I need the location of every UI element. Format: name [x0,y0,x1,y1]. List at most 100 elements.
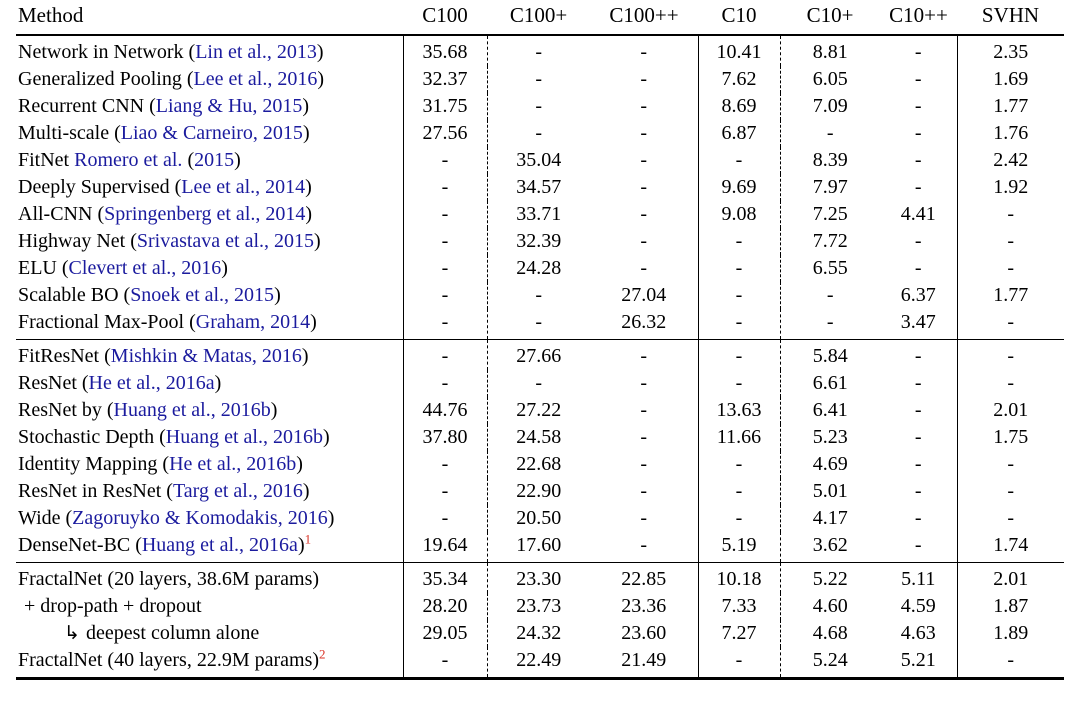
metric-cell: 7.27 [697,620,780,647]
metric-cell: 5.84 [779,339,880,370]
method-text: Recurrent CNN ( [18,95,156,117]
column-header-c10pp: C10++ [880,0,957,36]
table-row: All-CNN (Springenberg et al., 2014) -33.7… [16,201,1064,228]
metric-cell: - [402,174,487,201]
metric-cell: 32.37 [402,66,487,93]
citation-link[interactable]: Huang et al., 2016b [113,399,271,421]
method-text: ) [322,426,330,448]
citation-link[interactable]: Zagoruyko & Komodakis, 2016 [72,507,328,529]
metric-cell: 2.01 [956,397,1064,424]
table-row: + drop-path + dropout 28.20 23.73 23.36 7.33… [16,593,1064,620]
metric-cell: 22.49 [486,647,590,680]
metric-cell: - [914,399,922,421]
metric-cell: 32.39 [486,228,590,255]
method-cell: FitNet Romero et al. (2015) [16,147,403,174]
method-text: ) [302,122,310,144]
footnote-ref[interactable]: 2 [319,646,326,662]
table-row: Stochastic Depth (Huang et al., 2016b) 37… [16,424,1064,451]
metric-cell: - [402,201,487,228]
metric-cell: 21.49 [590,647,698,680]
metric-cell: - [697,505,780,532]
method-text: FractalNet (20 layers, 38.6M params) [18,568,320,590]
metric-cell: - [914,372,922,394]
citation-link[interactable]: Graham, 2014 [195,311,311,333]
metric-cell: 24.28 [486,255,590,282]
citation-link[interactable]: 2015 [194,149,235,171]
results-table: Method C100 C100+ C100++ C10 C10+ C10++ SVHN Ne… [16,0,1064,680]
citation-link[interactable]: He et al., 2016a [88,372,215,394]
footnote-ref[interactable]: 1 [304,531,312,547]
table-row: FractalNet (20 layers, 38.6M params) 35.3… [16,562,1064,593]
metric-cell: 4.60 [779,593,880,620]
citation-link[interactable]: Liang & Hu, 2015 [155,95,303,117]
method-text: Generalized Pooling ( [18,68,194,90]
metric-cell: 4.63 [900,622,936,644]
metric-cell: 7.72 [779,228,880,255]
method-text: Multi-scale ( [18,122,121,144]
citation-link[interactable]: Snoek et al., 2015 [130,284,275,306]
metric-cell: - [640,426,648,448]
metric-cell: 23.30 [486,562,590,593]
citation-link[interactable]: Huang et al., 2016b [165,426,323,448]
metric-cell: 27.04 [621,284,667,306]
metric-cell: 1.69 [956,66,1064,93]
metric-cell: - [697,451,780,478]
metric-cell: 5.23 [779,424,880,451]
method-text: ) [221,257,228,279]
metric-cell: - [402,478,487,505]
metric-cell: 44.76 [402,397,487,424]
method-cell: Network in Network (Lin et al., 2013) [16,35,403,66]
method-cell: Recurrent CNN (Liang & Hu, 2015) [16,93,403,120]
citation-link[interactable]: Huang et al., 2016a [141,534,298,556]
metric-cell: - [486,35,590,66]
citation-link[interactable]: Romero et al. [74,149,183,171]
metric-cell: - [640,122,648,144]
citation-link[interactable]: Lin et al., 2013 [195,41,317,63]
citation-link[interactable]: Lee et al., 2016 [193,68,318,90]
metric-cell: - [640,203,648,225]
method-text: FitResNet ( [18,345,111,367]
citation-link[interactable]: Liao & Carneiro, 2015 [120,122,303,144]
method-text: Stochastic Depth ( [18,426,166,448]
metric-cell: 27.22 [486,397,590,424]
metric-cell: - [956,505,1064,532]
metric-cell: 4.17 [779,505,880,532]
method-cell: Highway Net (Srivastava et al., 2015) [16,228,403,255]
method-cell: Identity Mapping (He et al., 2016b) [16,451,403,478]
metric-cell: 35.04 [486,147,590,174]
metric-cell: 9.08 [697,201,780,228]
citation-link[interactable]: Srivastava et al., 2015 [136,230,315,252]
column-header-c10: C10 [698,0,780,36]
metric-cell: - [640,257,648,279]
citation-link[interactable]: Mishkin & Matas, 2016 [110,345,302,367]
method-text: + drop-path + dropout [24,595,202,617]
metric-cell: - [697,228,780,255]
metric-cell: - [697,255,780,282]
table-row: Scalable BO (Snoek et al., 2015) - -27.04-… [16,282,1064,309]
method-cell: + drop-path + dropout [16,593,403,620]
metric-cell: - [402,370,487,397]
method-cell: ResNet in ResNet (Targ et al., 2016) [16,478,403,505]
metric-cell: - [697,370,780,397]
metric-cell: - [402,228,487,255]
citation-link[interactable]: He et al., 2016b [169,453,297,475]
metric-cell: 4.69 [779,451,880,478]
citation-link[interactable]: Lee et al., 2014 [181,176,306,198]
metric-cell: - [914,345,922,367]
citation-link[interactable]: Clevert et al., 2016 [68,257,222,279]
metric-cell: - [402,147,487,174]
table-body: Network in Network (Lin et al., 2013) 35.… [16,35,1064,680]
metric-cell: 19.64 [402,532,487,563]
table-row: Highway Net (Srivastava et al., 2015) -32… [16,228,1064,255]
metric-cell: - [486,93,590,120]
citation-link[interactable]: Springenberg et al., 2014 [104,203,306,225]
column-header-method: Method [16,0,403,36]
method-text: ( [182,149,195,171]
metric-cell: - [880,532,957,563]
metric-cell: 10.18 [697,562,780,593]
metric-cell: 1.92 [956,174,1064,201]
metric-cell: 8.39 [779,147,880,174]
method-text: ResNet by ( [18,399,114,421]
header-row: Method C100 C100+ C100++ C10 C10+ C10++ SVHN [16,0,1064,36]
citation-link[interactable]: Targ et al., 2016 [172,480,303,502]
